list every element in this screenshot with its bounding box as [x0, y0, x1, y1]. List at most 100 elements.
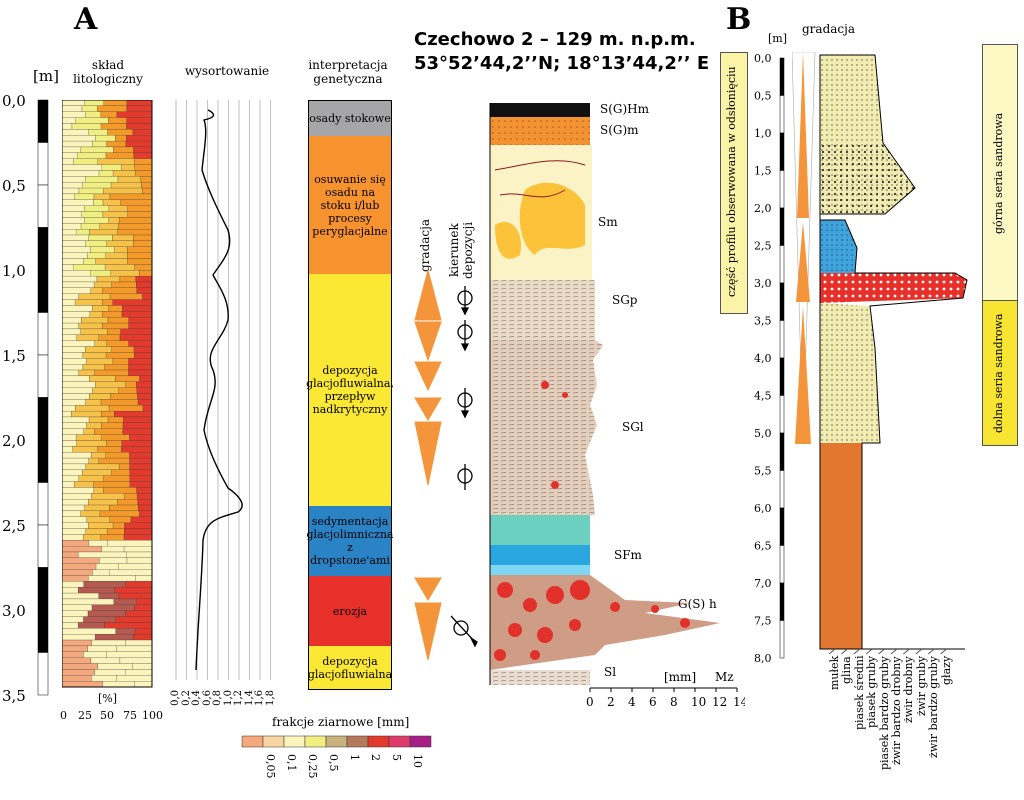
lith-segment — [122, 422, 153, 429]
grain-tick — [865, 648, 873, 654]
lith-segment — [107, 540, 153, 547]
lith-segment — [94, 369, 129, 377]
interp-slope: osady stokowe — [309, 101, 391, 136]
lith-segment — [89, 393, 111, 400]
gradation-triangle — [795, 306, 811, 444]
lith-segment — [121, 440, 153, 447]
grain-tick — [853, 648, 861, 654]
facies-label: SGp — [612, 293, 638, 307]
sort-xtick: 1,8 — [264, 690, 276, 706]
interp-label: erozja — [332, 604, 368, 618]
lith-segment — [82, 469, 112, 476]
legend-swatch — [367, 735, 390, 748]
lith-segment — [136, 387, 153, 394]
lith-segment — [126, 105, 153, 112]
lith-segment — [118, 223, 153, 230]
lith-segment — [108, 205, 128, 212]
lith-segment — [71, 410, 102, 418]
lith-segment — [89, 375, 116, 382]
lith-segment — [87, 610, 126, 617]
sort-xtick: 0,2 — [180, 690, 192, 706]
lith-segment — [62, 681, 103, 688]
panel-b-letter: B — [726, 2, 752, 37]
legend-label: 0,5 — [327, 754, 340, 772]
lith-segment — [127, 246, 153, 253]
lith-segment — [62, 510, 81, 517]
lith-segment — [62, 105, 83, 112]
depth-bar-b — [779, 507, 785, 546]
lith-segment — [62, 264, 74, 271]
lith-segment — [62, 229, 77, 236]
lith-segment — [85, 463, 120, 470]
facies-label: S(G)Hm — [600, 102, 650, 116]
lith-segment — [80, 223, 100, 230]
depth-bar-b — [779, 245, 785, 284]
lith-segment — [137, 499, 153, 506]
lith-segment — [113, 598, 137, 605]
legend-label: 5 — [390, 754, 403, 761]
upper-series-box: górna seria sandrowa — [982, 44, 1018, 302]
lith-segment — [84, 217, 109, 224]
lith-segment — [92, 569, 110, 576]
depth-unit-b: [m] — [768, 32, 788, 45]
lith-segment — [129, 434, 153, 441]
facies-label: G(S) h — [678, 597, 717, 611]
lith-segment — [62, 387, 93, 394]
lith-segment — [62, 499, 89, 506]
depth-bar — [37, 227, 49, 271]
lith-segment — [85, 346, 112, 353]
lith-segment — [90, 287, 103, 294]
legend-label: 0,25 — [306, 754, 319, 779]
lith-segment — [135, 575, 153, 582]
grain-label: żwir drobny — [902, 656, 916, 723]
interp-erosion: erozja — [309, 576, 391, 646]
lith-segment — [134, 170, 153, 177]
lith-segment — [101, 422, 124, 429]
lith-segment — [62, 211, 82, 218]
lith-segment — [109, 293, 143, 300]
depth-tick-label-b: 6,0 — [754, 502, 772, 515]
lith-segment — [62, 545, 102, 553]
depth-tick-label-b: 2,5 — [754, 240, 772, 253]
lith-segment — [133, 346, 153, 353]
lith-segment — [112, 170, 136, 177]
legend-swatch — [262, 735, 285, 748]
facies-label: SFm — [614, 548, 642, 562]
lith-segment — [88, 540, 109, 547]
lith-segment — [62, 199, 94, 206]
lith-segment — [62, 328, 81, 335]
lith-segment — [74, 481, 94, 488]
lith-segment — [80, 328, 108, 335]
lith-segment — [89, 311, 103, 318]
legend-label: 0,05 — [264, 754, 277, 779]
lith-segment — [128, 364, 153, 371]
depth-bar — [37, 312, 49, 356]
lith-segment — [62, 493, 92, 500]
direction-symbol — [457, 388, 473, 419]
depth-tick-label-b: 7,5 — [754, 615, 772, 628]
lith-segment — [133, 152, 153, 159]
lith-segment — [97, 158, 135, 165]
lith-segment — [62, 592, 99, 600]
lith-segment — [110, 270, 140, 277]
lith-segment — [102, 199, 122, 206]
lith-segment — [85, 176, 119, 183]
depth-tick-label-b: 5,0 — [754, 427, 772, 440]
lith-segment — [125, 610, 153, 617]
legend-label: 1 — [348, 754, 361, 761]
lith-segment — [75, 405, 110, 412]
lith-segment — [62, 610, 89, 617]
depth-bar-b — [779, 132, 785, 171]
legend-swatch — [346, 735, 369, 748]
grain-tick — [890, 648, 898, 654]
lith-segment — [128, 369, 153, 377]
lith-segment — [128, 317, 153, 324]
lith-segment — [93, 193, 111, 200]
lith-segment — [121, 164, 135, 171]
lith-segment — [62, 628, 116, 635]
lith-segment — [62, 522, 89, 529]
facies-label: Sm — [598, 215, 618, 229]
lith-segment — [137, 393, 153, 400]
grain-label: piasek gruby — [865, 656, 879, 729]
depth-bar-b — [779, 282, 785, 321]
